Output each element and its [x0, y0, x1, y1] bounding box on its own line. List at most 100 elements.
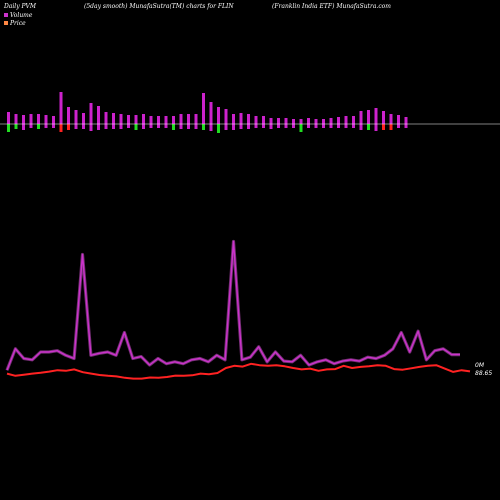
- volume-bar-up: [134, 115, 138, 124]
- volume-bar-down: [187, 124, 190, 129]
- volume-bar-down: [382, 124, 385, 130]
- volume-bar-down: [7, 124, 10, 132]
- volume-bar-down: [127, 124, 130, 128]
- volume-bar-down: [202, 124, 205, 130]
- volume-bar-up: [59, 92, 63, 124]
- volume-bar-down: [67, 124, 70, 130]
- volume-bar-down: [224, 124, 228, 130]
- volume-bar-down: [134, 124, 138, 130]
- volume-bar-up: [14, 114, 18, 124]
- legend-volume-label: Volume: [10, 11, 33, 19]
- volume-bar-up: [172, 116, 175, 124]
- volume-bar-down: [172, 124, 175, 130]
- volume-bar-up: [382, 111, 385, 124]
- volume-bar-up: [397, 115, 400, 124]
- volume-bar-up: [322, 119, 325, 124]
- volume-bar-down: [194, 124, 198, 129]
- volume-bar-down: [314, 124, 318, 128]
- volume-bar-down: [52, 124, 55, 128]
- legend-price-label: Price: [10, 19, 26, 27]
- volume-bar-down: [37, 124, 40, 129]
- volume-bar-down: [59, 124, 63, 132]
- volume-bar-up: [119, 114, 123, 124]
- volume-bar-down: [112, 124, 115, 129]
- volume-bar-up: [22, 115, 25, 124]
- volume-bar-up: [37, 114, 40, 124]
- volume-bar-down: [97, 124, 100, 130]
- volume-bar-down: [14, 124, 18, 129]
- volume-bar-down: [344, 124, 348, 128]
- volume-bar-down: [352, 124, 355, 128]
- volume-bar-down: [232, 124, 235, 130]
- volume-bar-down: [217, 124, 220, 133]
- volume-bar-down: [247, 124, 250, 129]
- volume-bar-up: [89, 103, 93, 124]
- volume-bar-down: [329, 124, 333, 128]
- volume-bar-up: [142, 114, 145, 124]
- volume-bar-down: [367, 124, 370, 130]
- volume-bar-up: [7, 112, 10, 124]
- volume-bars: [7, 92, 408, 133]
- volume-bar-up: [179, 114, 183, 124]
- volume-bar-down: [299, 124, 303, 132]
- volume-bar-up: [404, 117, 408, 124]
- chart-title-left: Daily PVM: [4, 3, 37, 10]
- volume-bar-up: [44, 115, 48, 124]
- volume-bar-up: [97, 106, 100, 124]
- legend-price: Price: [4, 19, 32, 27]
- legend: Volume Price: [4, 11, 32, 27]
- volume-bar-up: [292, 119, 295, 124]
- volume-bar-down: [254, 124, 258, 128]
- volume-bar-up: [127, 115, 130, 124]
- volume-bar-down: [404, 124, 408, 128]
- volume-bar-up: [262, 116, 265, 124]
- volume-bar-up: [299, 119, 303, 124]
- volume-bar-up: [82, 113, 85, 124]
- volume-bar-up: [344, 116, 348, 124]
- volume-bar-down: [262, 124, 265, 128]
- volume-bar-up: [359, 111, 363, 124]
- volume-bar-up: [247, 114, 250, 124]
- volume-bar-up: [164, 116, 168, 124]
- volume-bar-up: [329, 118, 333, 124]
- volume-bar-up: [232, 114, 235, 124]
- volume-bar-up: [269, 118, 273, 124]
- volume-bar-up: [337, 117, 340, 124]
- volume-bar-down: [277, 124, 280, 128]
- volume-bar-down: [397, 124, 400, 128]
- chart-title-right: (Franklin India ETF) MunafaSutra.com: [272, 3, 391, 10]
- volume-bar-up: [104, 112, 108, 124]
- volume-end-label: 0M: [475, 362, 485, 369]
- volume-bar-up: [217, 107, 220, 124]
- volume-bar-down: [22, 124, 25, 130]
- legend-volume-swatch: [4, 13, 8, 17]
- volume-line: [6, 240, 460, 371]
- volume-bar-down: [292, 124, 295, 128]
- volume-bar-up: [254, 116, 258, 124]
- volume-bar-down: [82, 124, 85, 129]
- volume-bar-down: [269, 124, 273, 129]
- volume-bar-down: [104, 124, 108, 129]
- chart-title-middle: (5day smooth) MunafaSutra(TM) charts for…: [84, 3, 234, 10]
- volume-bar-up: [202, 93, 205, 124]
- volume-bar-down: [29, 124, 33, 128]
- volume-bar-up: [307, 118, 310, 124]
- volume-bar-up: [352, 116, 355, 124]
- volume-bar-up: [239, 113, 243, 124]
- legend-volume: Volume: [4, 11, 32, 19]
- volume-bar-down: [89, 124, 93, 131]
- volume-bar-down: [179, 124, 183, 129]
- volume-bar-up: [209, 102, 213, 124]
- volume-bar-down: [374, 124, 378, 131]
- volume-bar-up: [112, 113, 115, 124]
- volume-bar-down: [142, 124, 145, 129]
- volume-bar-up: [157, 116, 160, 124]
- price-end-label: 88.65: [475, 370, 492, 377]
- volume-bar-down: [164, 124, 168, 128]
- volume-bar-down: [359, 124, 363, 130]
- volume-bar-down: [74, 124, 78, 129]
- volume-bar-up: [314, 119, 318, 124]
- legend-price-swatch: [4, 21, 8, 25]
- price-line: [6, 362, 471, 380]
